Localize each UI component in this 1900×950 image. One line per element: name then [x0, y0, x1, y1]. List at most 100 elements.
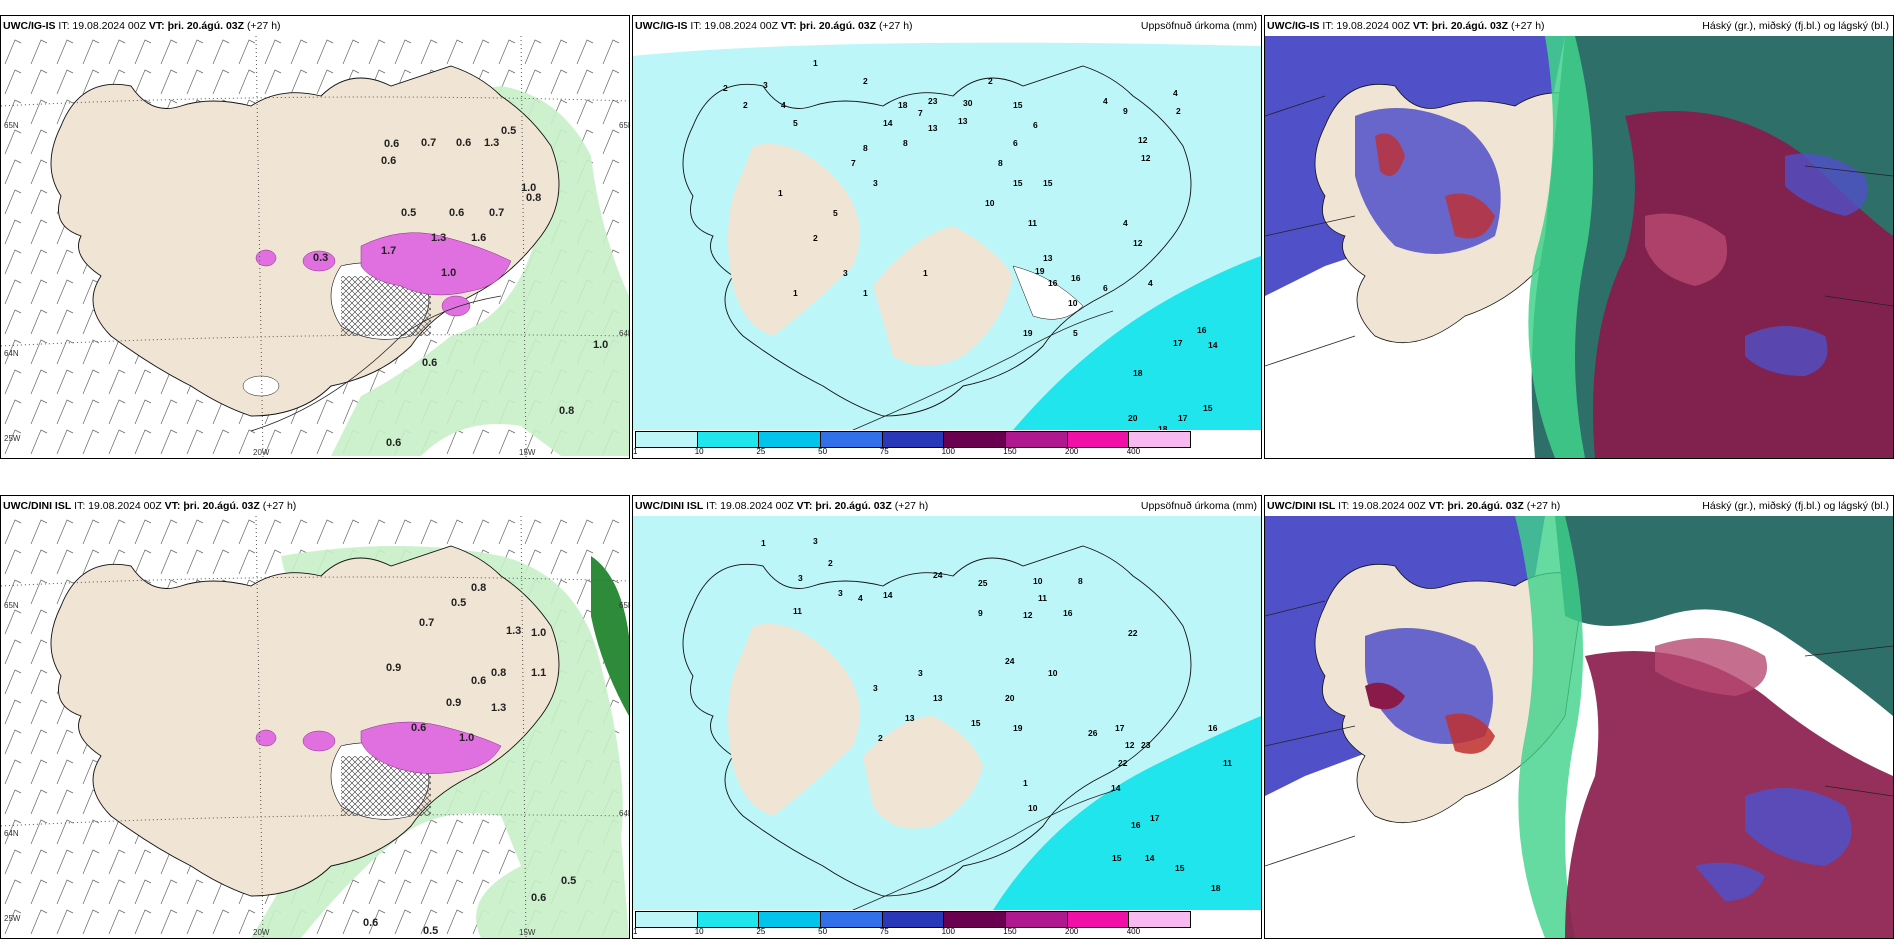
- precip-value: 3: [918, 668, 923, 678]
- colorbar-swatch: [1129, 912, 1191, 927]
- precip-value: 10: [1048, 668, 1058, 678]
- panel-accum-precip-igis: UWC/IG-IS IT: 19.08.2024 00Z VT: þri. 20…: [632, 15, 1262, 459]
- grid-label: 65N: [4, 121, 19, 130]
- grid-label: 20W: [253, 448, 270, 457]
- precip-value: 23: [928, 96, 938, 106]
- map-wind-precip[interactable]: 65N 64N 25W 20W 15W 65N 64N 0.8 0.5 0.7 …: [1, 516, 629, 938]
- precip-value: 18: [1211, 883, 1221, 893]
- precip-value: 7: [918, 108, 923, 118]
- precip-value: 1: [761, 538, 766, 548]
- precip-value: 0.8: [491, 667, 506, 679]
- map-clouds[interactable]: [1265, 516, 1893, 938]
- precip-value: 15: [971, 718, 981, 728]
- precip-value: 13: [958, 116, 968, 126]
- map-wind-precip[interactable]: 65N 64N 25W 20W 15W 65N 64N 0.6 0.7 0.6 …: [1, 36, 629, 458]
- valid-time: VT: þri. 20.ágú. 03Z: [1412, 20, 1509, 32]
- precip-value: 0.8: [526, 192, 541, 204]
- precip-value: 2: [813, 233, 818, 243]
- map-accum-precip[interactable]: 1 3 2 3 3 11 4 14 24 25 10 11 16 8 22 12…: [633, 516, 1261, 938]
- valid-time: VT: þri. 20.ágú. 03Z: [148, 20, 245, 32]
- precip-value: 12: [1141, 153, 1151, 163]
- panel-header: UWC/DINI ISL IT: 19.08.2024 00Z VT: þri.…: [1, 496, 629, 516]
- precip-value: 5: [793, 118, 798, 128]
- lead-time: (+27 h): [246, 20, 281, 32]
- precip-value: 10: [1033, 576, 1043, 586]
- panel-header: UWC/IG-IS IT: 19.08.2024 00Z VT: þri. 20…: [1, 16, 629, 36]
- init-time: IT: 19.08.2024 00Z: [690, 20, 778, 32]
- model-name: UWC/IG-IS: [635, 20, 688, 32]
- precip-value: 1: [793, 288, 798, 298]
- precip-value: 3: [813, 536, 818, 546]
- grid-label: 20W: [253, 928, 270, 937]
- precip-value: 16: [1208, 723, 1218, 733]
- precip-value: 16: [1131, 820, 1141, 830]
- colorbar-tick: 400: [1126, 927, 1141, 936]
- precip-value: 17: [1150, 813, 1160, 823]
- precip-value: 24: [933, 570, 943, 580]
- precip-value: 1.1: [531, 667, 546, 679]
- panel-header: UWC/IG-IS IT: 19.08.2024 00Z VT: þri. 20…: [633, 16, 1261, 36]
- precip-value: 3: [843, 268, 848, 278]
- grid-label: 25W: [4, 434, 21, 443]
- precip-value: 3: [838, 588, 843, 598]
- precip-value: 19: [1035, 266, 1045, 276]
- precip-value: 5: [833, 208, 838, 218]
- precip-value: 0.9: [386, 662, 401, 674]
- colorbar-ticks: 1 10 25 50 75 100 150 200 400: [633, 447, 1191, 457]
- precip-value: 0.7: [489, 207, 504, 219]
- precip-value: 5: [1073, 328, 1078, 338]
- colorbar-swatch: [882, 912, 945, 927]
- colorbar-swatch: [697, 912, 760, 927]
- colorbar-tick: 150: [1003, 927, 1017, 936]
- precip-value: 1.0: [441, 267, 456, 279]
- precip-value: 15: [1175, 863, 1185, 873]
- map-clouds[interactable]: [1265, 36, 1893, 458]
- panel-wind-precip-dini: UWC/DINI ISL IT: 19.08.2024 00Z VT: þri.…: [0, 495, 630, 939]
- panel-right-title: Háský (gr.), miðský (fj.bl.) og lágský (…: [1702, 500, 1889, 512]
- precip-value: 1: [923, 268, 928, 278]
- precip-value: 13: [933, 693, 943, 703]
- precip-value: 0.6: [422, 357, 437, 369]
- precip-value: 0.6: [531, 892, 546, 904]
- grid-label: 65N: [4, 601, 19, 610]
- precip-value: 1.0: [521, 182, 536, 194]
- precip-value: 0.5: [451, 597, 466, 609]
- precip-value: 14: [1111, 783, 1121, 793]
- lead-time: (+27 h): [1510, 20, 1545, 32]
- precip-value: 0.6: [471, 675, 486, 687]
- map-accum-precip[interactable]: 1 2 2 3 4 5 2 2 14 8 7 18 23 30 15 13 13…: [633, 36, 1261, 458]
- precip-value: 1.7: [381, 245, 396, 257]
- lead-time: (+27 h): [894, 500, 929, 512]
- colorbar-swatch: [821, 912, 883, 927]
- panel-right-title: Uppsöfnuð úrkoma (mm): [1140, 500, 1257, 512]
- precip-value: 30: [963, 98, 973, 108]
- precip-value: 23: [1141, 740, 1151, 750]
- colorbar-tick: 25: [756, 927, 766, 936]
- init-time: IT: 19.08.2024 00Z: [58, 20, 146, 32]
- colorbar-tick: 200: [1065, 447, 1079, 456]
- precip-value: 0.5: [423, 925, 438, 937]
- precip-value: 1.0: [459, 732, 474, 744]
- precip-value: 20: [1128, 413, 1138, 423]
- valid-time: VT: þri. 20.ágú. 03Z: [796, 500, 892, 512]
- colorbar-tick: 150: [1003, 447, 1017, 456]
- precip-value: 22: [1128, 628, 1138, 638]
- precip-value: 6: [1033, 120, 1038, 130]
- lead-time: (+27 h): [262, 500, 297, 512]
- precip-value: 1.3: [506, 625, 521, 637]
- colorbar-ticks: 1 10 25 50 75 100 150 200 400: [633, 927, 1191, 937]
- colorbar-swatch: [759, 432, 822, 447]
- precip-value: 16: [1048, 278, 1058, 288]
- precip-value: 14: [883, 590, 893, 600]
- precip-value: 10: [1028, 803, 1038, 813]
- precip-value: 3: [798, 573, 803, 583]
- precip-value: 2: [743, 100, 748, 110]
- colorbar-swatch: [1067, 432, 1130, 447]
- colorbar-swatch: [1067, 912, 1130, 927]
- precip-value: 7: [851, 158, 856, 168]
- precip-value: 17: [1173, 338, 1183, 348]
- precip-value: 12: [1125, 740, 1135, 750]
- precip-value: 3: [873, 178, 878, 188]
- colorbar-tick: 50: [818, 447, 828, 456]
- precip-value: 10: [1068, 298, 1078, 308]
